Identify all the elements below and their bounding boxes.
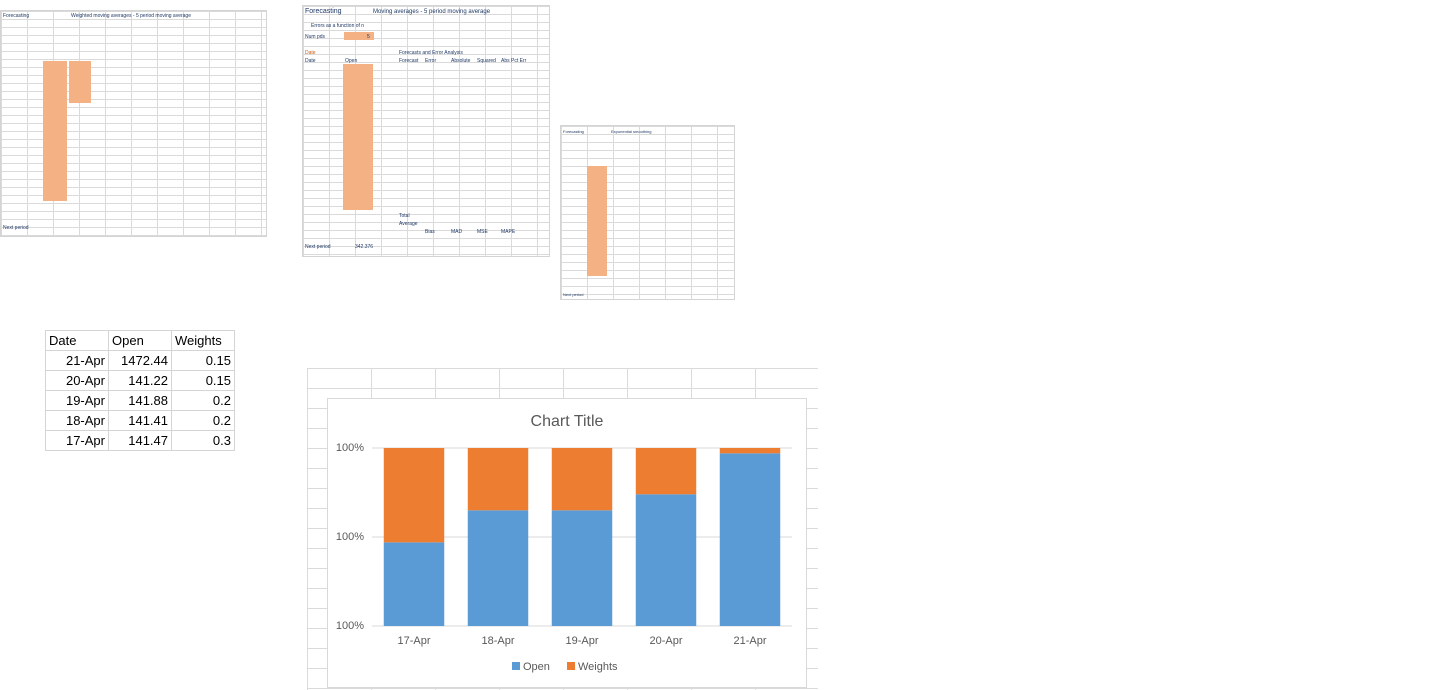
sheet-label: Date [305,58,316,64]
table-cell: 18-Apr [45,410,109,431]
bar-segment [383,542,445,626]
bar-segment [635,494,697,626]
y-tick-label: 100% [336,442,364,454]
data-table: Date Open Weights 21-Apr 1472.44 0.15 20-Apr 14… [45,330,235,451]
table-cell: 0.3 [171,430,235,451]
sheet-label: Open [345,58,358,64]
sheet-label: Bias [425,229,435,235]
table-cell: 21-Apr [45,350,109,371]
sheet-label: Forecasts and Error Analysis [399,50,463,56]
sheet-footer: Next period [563,292,584,297]
table-cell: 141.47 [108,430,172,451]
table-row: 17-Apr 141.47 0.3 [45,430,235,451]
table-cell: Open [108,330,172,351]
input-cell [344,32,374,40]
input-cells [43,61,67,201]
sheet-label: Date [305,50,316,56]
sheet-label: Average [399,221,418,227]
x-tick-label: 19-Apr [565,635,598,647]
bar-segment [383,448,445,543]
table-cell: 0.2 [171,390,235,411]
table-cell: 0.15 [171,370,235,391]
table-row: 21-Apr 1472.44 0.15 [45,350,235,371]
bar-segment [551,448,613,511]
sheet-note: Errors as a function of n [311,23,365,29]
sheet-thumbnail: Forecasting Exponential smoothing Next p… [560,125,735,300]
x-tick-label: 20-Apr [649,635,682,647]
sheet-value: 5 [367,34,370,40]
bar-segment [467,510,529,626]
table-cell: Weights [171,330,235,351]
legend-label: Weights [578,661,618,673]
table-cell: 20-Apr [45,370,109,391]
legend-label: Open [523,661,550,673]
table-cell: 141.22 [108,370,172,391]
table-row: 18-Apr 141.41 0.2 [45,410,235,431]
sheet-subtitle: Exponential smoothing [611,129,652,134]
table-cell: 19-Apr [45,390,109,411]
sheet-label: MAD [451,229,463,235]
x-tick-label: 18-Apr [481,635,514,647]
table-cell: 141.88 [108,390,172,411]
bar-segment [719,453,781,626]
chart-title: Chart Title [531,413,604,430]
sheet-subtitle: Moving averages - 5 period moving averag… [373,9,491,15]
table-cell: 0.15 [171,350,235,371]
table-row: 19-Apr 141.88 0.2 [45,390,235,411]
sheet-footer: Next period [305,244,331,250]
sheet-title: Forecasting [563,129,584,134]
sheet-label: Error [425,58,437,64]
sheet-title: Forecasting [305,8,342,15]
x-tick-label: 17-Apr [397,635,430,647]
table-cell: 0.2 [171,410,235,431]
sheet-label: MAPE [501,229,516,235]
sheet-value: 342.376 [355,244,374,250]
input-cells [343,64,373,210]
sheet-footer: Next period [3,225,29,231]
bar-segment [467,448,529,511]
sheet-label: MSE [477,229,488,235]
legend-swatch [567,662,575,670]
sheet-label: Absolute [451,58,471,64]
weight-cells [69,61,91,103]
sheet-label: Abs Pct Err [501,58,527,64]
legend-swatch [512,662,520,670]
bar-segment [635,448,697,495]
bar-segment [719,448,781,454]
table-cell: Date [45,330,109,351]
sheet-subtitle: Weighted moving averages - 5 period movi… [71,13,191,19]
y-tick-label: 100% [336,620,364,632]
input-cells [587,166,607,276]
table-row: Date Open Weights [45,330,235,351]
sheet-label: Num pds [305,34,326,40]
sheet-label: Total [399,213,410,219]
y-tick-label: 100% [336,531,364,543]
table-row: 20-Apr 141.22 0.15 [45,370,235,391]
x-tick-label: 21-Apr [733,635,766,647]
chart: Chart Title 100% 100% 100% 17-Apr 18-Apr 19-A… [327,398,807,688]
sheet-label: Squared [477,58,496,64]
table-cell: 1472.44 [108,350,172,371]
sheet-thumbnail: Forecasting Weighted moving averages - 5… [0,10,267,237]
bar-segment [551,510,613,626]
sheet-thumbnail: Forecasting Moving averages - 5 period m… [302,5,550,257]
table-cell: 141.41 [108,410,172,431]
sheet-label: Forecast [399,58,419,64]
sheet-title: Forecasting [3,13,30,19]
table-cell: 17-Apr [45,430,109,451]
